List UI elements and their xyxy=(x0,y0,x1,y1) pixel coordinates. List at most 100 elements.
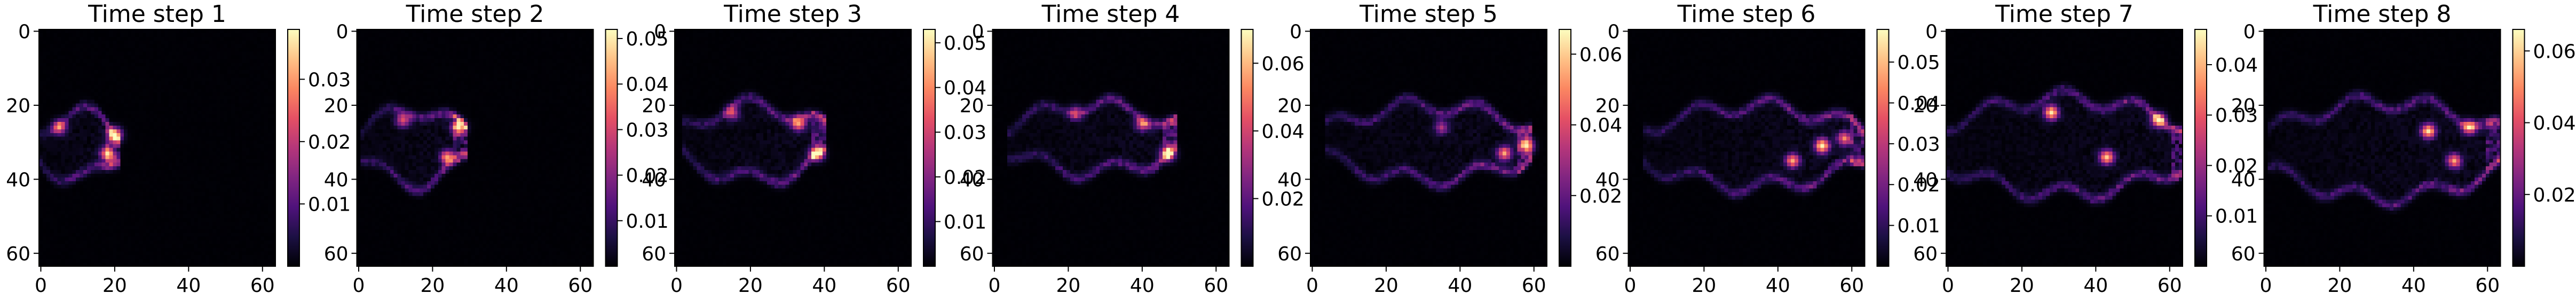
axes-frame xyxy=(2263,29,2501,267)
colorbar-tick-label: 0.02 xyxy=(2215,155,2258,177)
y-tick-label: 60 xyxy=(2231,243,2256,265)
y-tick-label: 0 xyxy=(1290,21,1302,43)
colorbar-tick-label: 0.05 xyxy=(1898,52,1940,74)
x-tick-label: 0 xyxy=(1306,275,1318,297)
x-tick-label: 60 xyxy=(1204,275,1228,297)
heatmap-image xyxy=(1946,29,2183,266)
y-tick-label: 20 xyxy=(324,95,349,117)
y-tick-label: 20 xyxy=(642,95,666,117)
colorbar-tick-label: 0.02 xyxy=(1262,188,1305,210)
y-tick-label: 60 xyxy=(324,243,349,265)
panel-6: Time step 60 20 40 6002040600.010.020.030.0… xyxy=(1595,1,1940,297)
colorbar-tick-label: 0.04 xyxy=(944,78,986,99)
x-tick-label: 20 xyxy=(420,275,445,297)
x-tick-label: 0 xyxy=(353,275,365,297)
colorbar-tick-label: 0.04 xyxy=(2533,113,2576,135)
axes-frame xyxy=(1946,29,2183,267)
y-tick-label: 0 xyxy=(336,21,349,43)
axes-frame xyxy=(356,29,594,267)
y-tick-label: 0 xyxy=(2243,21,2256,43)
panel-title: Time step 5 xyxy=(1359,1,1498,28)
colorbar-tick-label: 0.01 xyxy=(308,194,351,215)
y-tick-label: 20 xyxy=(1913,95,1938,117)
y-tick-label: 40 xyxy=(1595,169,1620,191)
y-tick-label: 60 xyxy=(6,243,30,265)
axes-frame xyxy=(1310,29,1547,267)
colorbar-tick-label: 0.06 xyxy=(1579,44,1622,66)
y-tick-label: 40 xyxy=(960,169,984,191)
colorbar-tick-label: 0.02 xyxy=(2533,184,2576,206)
y-tick-label: 60 xyxy=(1913,243,1938,265)
colorbar xyxy=(2512,29,2525,267)
colorbar-tick-label: 0.04 xyxy=(1898,92,1940,114)
y-tick-label: 0 xyxy=(1608,21,1620,43)
x-tick-label: 60 xyxy=(250,275,275,297)
colorbar-tick-label: 0.02 xyxy=(626,165,669,187)
y-tick-label: 60 xyxy=(642,243,666,265)
heatmap-image xyxy=(357,29,594,266)
y-tick-label: 20 xyxy=(6,95,30,117)
heatmap-image xyxy=(1310,29,1547,266)
y-tick-label: 20 xyxy=(1277,95,1302,117)
y-tick-label: 60 xyxy=(1277,243,1302,265)
y-tick-label: 0 xyxy=(654,21,666,43)
colorbar xyxy=(1876,29,1890,267)
x-tick-label: 0 xyxy=(1942,275,1954,297)
colorbar-tick-label: 0.03 xyxy=(944,122,986,144)
colorbar-tick-label: 0.06 xyxy=(1262,53,1305,75)
y-tick-label: 0 xyxy=(972,21,984,43)
y-tick-label: 40 xyxy=(1277,169,1302,191)
x-tick-label: 60 xyxy=(1522,275,1546,297)
x-tick-label: 40 xyxy=(1766,275,1790,297)
x-tick-label: 20 xyxy=(1692,275,1716,297)
panel-7: Time step 70 20 40 6002040600.010.020.030.0… xyxy=(1913,1,2258,297)
x-tick-label: 20 xyxy=(2327,275,2352,297)
panel-2: Time step 20 20 40 6002040600.010.020.030.0… xyxy=(324,1,669,297)
colorbar xyxy=(287,29,300,267)
heatmap-image xyxy=(675,29,911,266)
x-tick-label: 60 xyxy=(2158,275,2182,297)
x-tick-label: 60 xyxy=(568,275,592,297)
panel-title: Time step 1 xyxy=(88,1,226,28)
y-tick-label: 20 xyxy=(2231,95,2256,117)
axes-frame xyxy=(38,29,276,267)
colorbar-tick-label: 0.04 xyxy=(626,74,669,96)
x-tick-label: 20 xyxy=(1056,275,1080,297)
x-tick-label: 0 xyxy=(670,275,683,297)
colorbar-tick-label: 0.05 xyxy=(944,33,986,55)
y-tick-label: 40 xyxy=(324,169,349,191)
y-tick-label: 40 xyxy=(6,169,30,191)
colorbar-tick-label: 0.04 xyxy=(1579,115,1622,137)
x-tick-label: 0 xyxy=(989,275,1001,297)
y-tick-label: 20 xyxy=(1595,95,1620,117)
axes-frame xyxy=(674,29,912,267)
colorbar-tick-label: 0.03 xyxy=(308,69,351,91)
colorbar-tick-label: 0.03 xyxy=(2215,105,2258,127)
colorbar xyxy=(1559,29,1571,267)
x-tick-label: 20 xyxy=(2010,275,2034,297)
x-tick-label: 40 xyxy=(2083,275,2108,297)
colorbar-tick-label: 0.02 xyxy=(1579,186,1622,207)
x-tick-label: 40 xyxy=(1448,275,1472,297)
x-tick-label: 60 xyxy=(886,275,911,297)
x-tick-label: 20 xyxy=(1374,275,1398,297)
x-tick-label: 0 xyxy=(1624,275,1637,297)
x-tick-label: 40 xyxy=(1130,275,1155,297)
colorbar-tick-label: 0.01 xyxy=(944,211,986,233)
colorbar-tick-label: 0.04 xyxy=(1262,121,1305,143)
y-tick-label: 60 xyxy=(960,243,984,265)
colorbar-tick-label: 0.03 xyxy=(1898,134,1940,156)
colorbar-tick-label: 0.02 xyxy=(944,167,986,189)
colorbar-tick-label: 0.01 xyxy=(1898,215,1940,237)
x-tick-label: 60 xyxy=(2475,275,2500,297)
heatmap-image xyxy=(992,29,1229,266)
axes-frame xyxy=(992,29,1230,267)
colorbar xyxy=(923,29,936,267)
panel-3: Time step 30 20 40 6002040600.010.020.030.0… xyxy=(642,1,986,297)
x-tick-label: 40 xyxy=(176,275,201,297)
y-tick-label: 40 xyxy=(1913,169,1938,191)
